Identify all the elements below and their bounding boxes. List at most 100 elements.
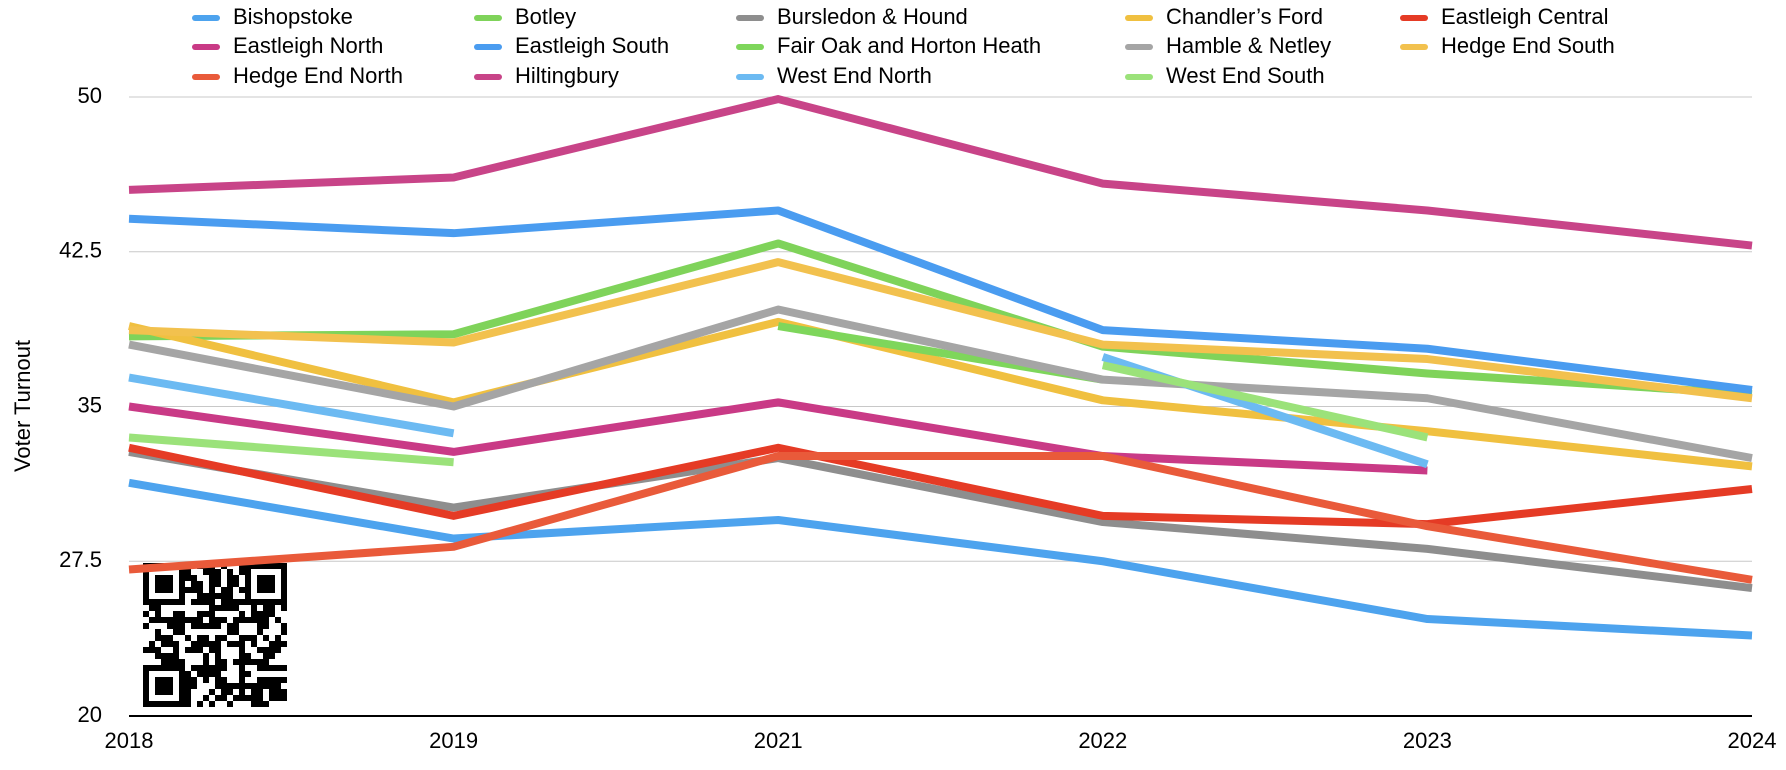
qr-cell — [281, 677, 287, 683]
qr-cell — [239, 587, 245, 593]
qr-cell — [251, 641, 257, 647]
qr-cell — [185, 677, 191, 683]
qr-cell — [173, 653, 179, 659]
legend-label: Chandler’s Ford — [1166, 4, 1323, 29]
qr-cell — [221, 659, 227, 665]
series-line — [128, 239, 1753, 399]
qr-cell — [149, 641, 155, 647]
qr-cell — [209, 569, 215, 575]
qr-cell — [263, 677, 269, 683]
qr-cell — [203, 641, 209, 647]
qr-cell — [191, 575, 197, 581]
qr-cell — [239, 689, 245, 695]
qr-cell — [233, 605, 239, 611]
qr-cell — [263, 683, 269, 689]
qr-cell — [185, 695, 191, 701]
qr-cell — [203, 695, 209, 701]
qr-cell — [233, 623, 239, 629]
qr-cell — [275, 665, 281, 671]
qr-cell — [263, 701, 269, 707]
qr-cell — [221, 683, 227, 689]
qr-cell — [149, 617, 155, 623]
series-line — [128, 305, 1753, 463]
qr-cell — [215, 623, 221, 629]
qr-cell — [257, 665, 263, 671]
qr-cell — [203, 623, 209, 629]
qr-cell — [149, 605, 155, 611]
qr-cell — [227, 575, 233, 581]
qr-cell — [275, 617, 281, 623]
qr-cell — [239, 695, 245, 701]
qr-cell — [227, 641, 233, 647]
qr-cell — [209, 665, 215, 671]
qr-cell — [191, 623, 197, 629]
x-tick-label: 2019 — [429, 728, 478, 753]
qr-cell — [263, 623, 269, 629]
legend-label: Fair Oak and Horton Heath — [777, 33, 1041, 58]
qr-cell — [257, 623, 263, 629]
qr-cell — [203, 569, 209, 575]
qr-cell — [179, 659, 185, 665]
qr-cell — [221, 689, 227, 695]
legend-label: Hedge End South — [1441, 33, 1615, 58]
qr-cell — [269, 689, 275, 695]
qr-cell — [239, 659, 245, 665]
qr-code — [143, 563, 287, 707]
qr-cell — [269, 677, 275, 683]
qr-cell — [191, 665, 197, 671]
qr-cell — [227, 629, 233, 635]
qr-cell — [245, 653, 251, 659]
qr-cell — [167, 617, 173, 623]
qr-cell — [257, 629, 263, 635]
qr-cell — [269, 653, 275, 659]
qr-cell — [167, 641, 173, 647]
qr-cell — [275, 635, 281, 641]
qr-cell — [233, 599, 239, 605]
y-tick-label: 27.5 — [59, 547, 102, 572]
qr-cell — [269, 683, 275, 689]
qr-cell — [251, 611, 257, 617]
qr-cell — [263, 605, 269, 611]
qr-cell — [251, 659, 257, 665]
x-tick-label: 2023 — [1403, 728, 1452, 753]
qr-cell — [227, 701, 233, 707]
qr-cell — [185, 617, 191, 623]
series-line — [128, 95, 1753, 250]
qr-cell — [191, 587, 197, 593]
qr-cell — [215, 671, 221, 677]
qr-cell — [257, 689, 263, 695]
qr-cell — [197, 581, 203, 587]
qr-finder — [245, 563, 287, 605]
qr-cell — [221, 587, 227, 593]
qr-cell — [239, 599, 245, 605]
series-line — [128, 447, 1753, 593]
series-line — [128, 206, 1753, 394]
qr-cell — [197, 647, 203, 653]
qr-cell — [161, 635, 167, 641]
qr-cell — [167, 623, 173, 629]
qr-cell — [203, 635, 209, 641]
qr-cell — [155, 647, 161, 653]
qr-cell — [269, 665, 275, 671]
qr-cell — [215, 677, 221, 683]
series-line — [128, 258, 1753, 403]
qr-cell — [191, 683, 197, 689]
qr-cell — [203, 665, 209, 671]
qr-cell — [221, 605, 227, 611]
qr-cell — [227, 569, 233, 575]
legend-label: West End South — [1166, 63, 1325, 88]
qr-cell — [281, 623, 287, 629]
qr-cell — [203, 593, 209, 599]
qr-cell — [191, 641, 197, 647]
qr-cell — [197, 623, 203, 629]
qr-cell — [245, 683, 251, 689]
series-line — [128, 317, 1753, 471]
qr-cell — [185, 587, 191, 593]
qr-cell — [197, 671, 203, 677]
qr-cell — [161, 653, 167, 659]
qr-cell — [209, 701, 215, 707]
qr-cell — [179, 611, 185, 617]
qr-cell — [245, 617, 251, 623]
